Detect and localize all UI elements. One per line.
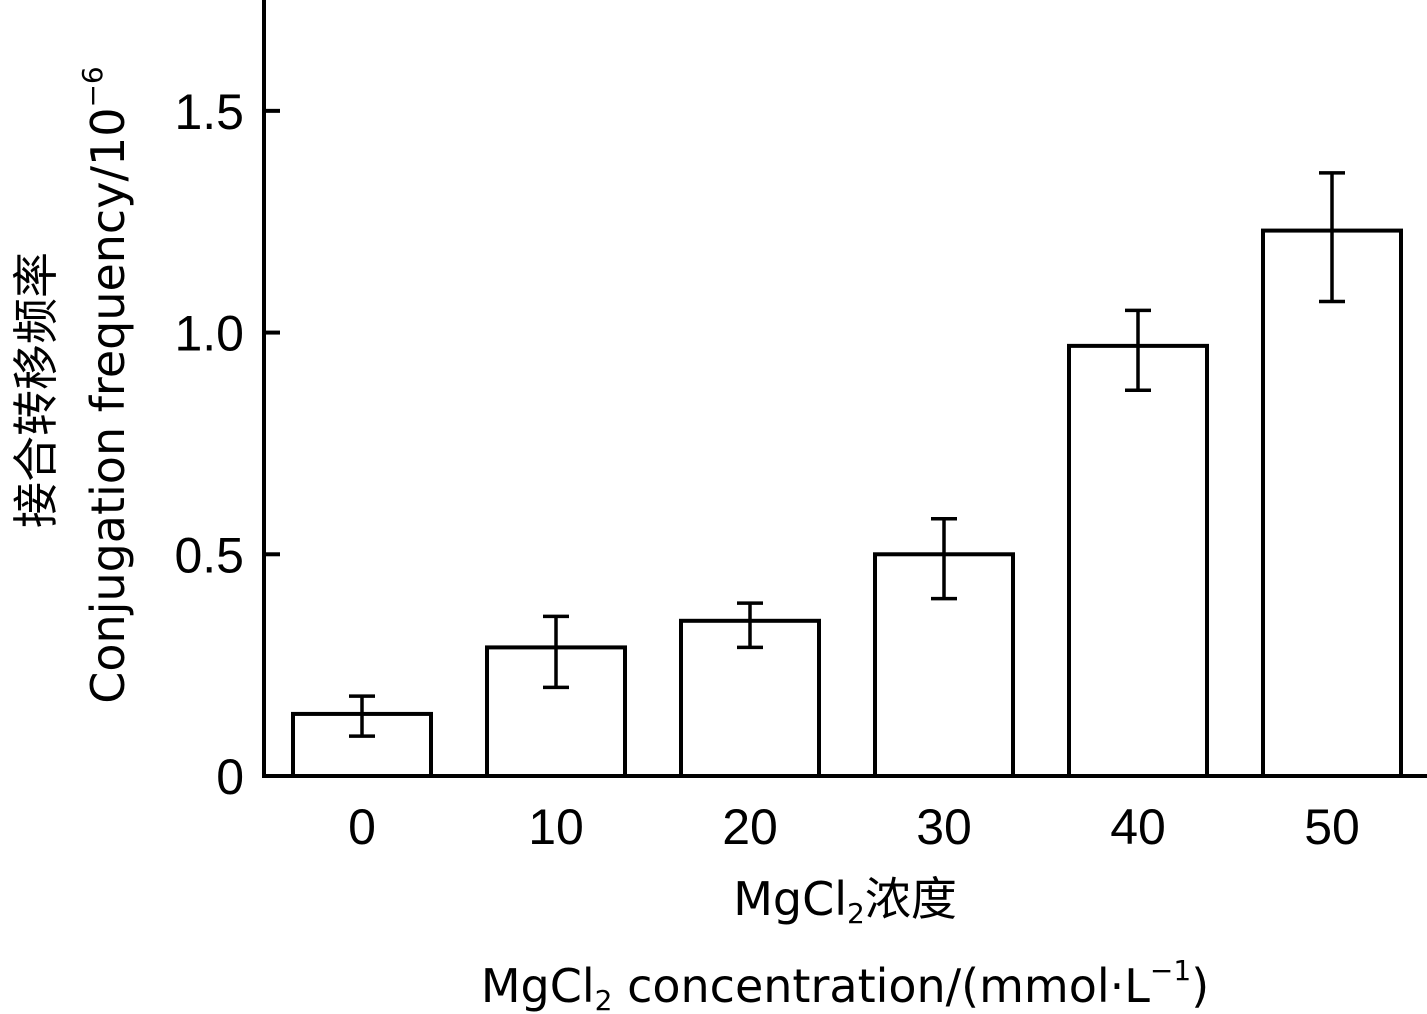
error-bars [349, 171, 1345, 738]
x-tick-label: 20 [722, 799, 778, 855]
x-tick-label: 50 [1304, 799, 1360, 855]
x-tick-label: 0 [348, 799, 376, 855]
y-axis-title-cn: 接合转移频率 [9, 252, 63, 528]
error-bar [1125, 308, 1151, 392]
error-bar [543, 614, 569, 690]
x-axis-title-en: MgCl2 concentration/(mmol·L−1) [481, 954, 1209, 1014]
bar [1067, 343, 1209, 778]
y-axis-title-en: Conjugation frequency/10−6 [76, 66, 135, 704]
axes [262, 0, 1427, 778]
y-tick-label: 1.0 [174, 306, 244, 362]
error-bar [349, 694, 375, 738]
error-bar [737, 601, 763, 650]
x-axis-title-cn: MgCl2浓度 [733, 872, 957, 930]
error-bar [931, 517, 957, 601]
x-ticks: 0 10 20 30 40 50 [348, 799, 1360, 855]
x-tick-label: 40 [1110, 799, 1166, 855]
y-tick-label: 1.5 [174, 84, 244, 140]
y-tick-label: 0.5 [174, 527, 244, 583]
y-ticks: 0 0.5 1.0 1.5 [174, 84, 280, 805]
bar [1261, 228, 1403, 778]
x-tick-label: 10 [528, 799, 584, 855]
y-tick-label: 0 [216, 749, 244, 805]
error-bar [1319, 171, 1345, 304]
x-tick-label: 30 [916, 799, 972, 855]
bars [291, 228, 1403, 778]
